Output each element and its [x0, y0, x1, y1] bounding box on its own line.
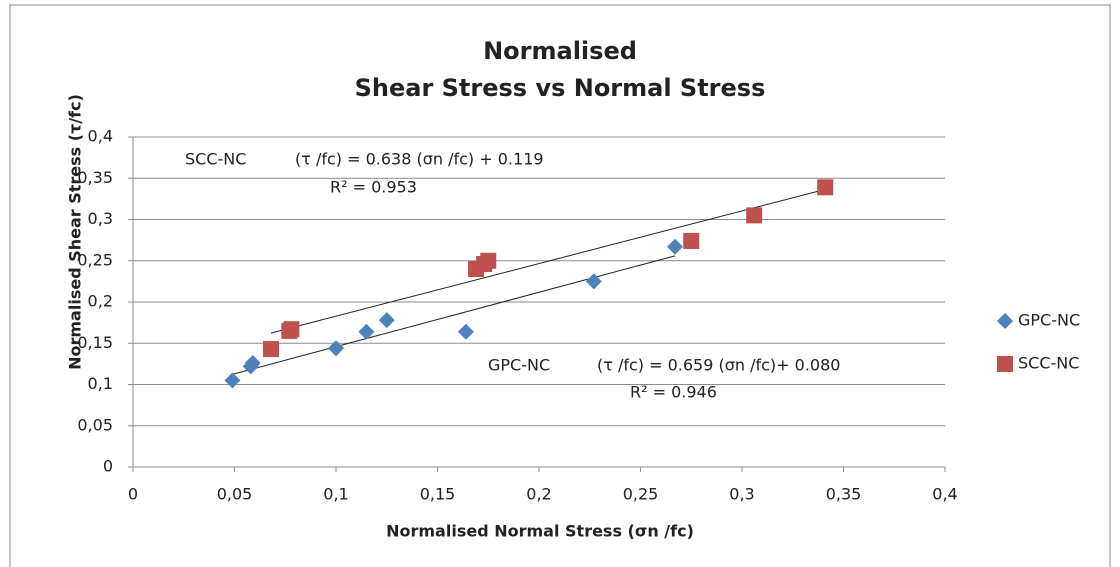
point	[224, 372, 241, 389]
point	[263, 341, 280, 358]
annotation: R² = 0.946	[630, 383, 717, 402]
x-tick-label: 0,15	[420, 485, 456, 504]
x-tick-label: 0,3	[729, 485, 754, 504]
chart-title: Normalised	[483, 37, 637, 65]
trend-line	[270, 188, 826, 334]
point	[817, 179, 834, 196]
point	[480, 252, 497, 269]
legend-label: SCC-NC	[1018, 354, 1079, 373]
point	[328, 340, 344, 357]
annotation: GPC-NC	[488, 356, 550, 375]
x-tick-label: 0,05	[217, 485, 253, 504]
annotation: (τ /fc) = 0.659 (σn /fc)+ 0.080	[597, 356, 840, 375]
x-tick-label: 0	[128, 485, 138, 504]
point	[667, 238, 684, 255]
point	[683, 232, 700, 249]
y-tick-label: 0,05	[77, 415, 113, 434]
annotation: SCC-NC	[185, 150, 246, 169]
legend-marker	[997, 356, 1013, 372]
y-tick-label: 0	[103, 457, 113, 476]
y-axis-title: Normalised Shear Stress (τ/fc)	[66, 94, 85, 370]
legend-marker	[997, 313, 1013, 329]
point	[283, 321, 300, 338]
y-tick-label: 0,15	[77, 333, 113, 352]
point	[457, 323, 474, 340]
annotation: (τ /fc) = 0.638 (σn /fc) + 0.119	[295, 150, 544, 169]
x-tick-label: 0,2	[526, 485, 551, 504]
chart-title: Shear Stress vs Normal Stress	[355, 74, 766, 102]
y-tick-label: 0,4	[88, 127, 113, 146]
chart-frame	[9, 4, 1111, 567]
point	[358, 323, 375, 340]
y-tick-label: 0,25	[77, 250, 113, 269]
point	[585, 273, 602, 290]
x-tick-label: 0,25	[623, 485, 659, 504]
legend-label: GPC-NC	[1018, 311, 1080, 330]
trend-line	[232, 255, 676, 375]
y-tick-label: 0,3	[88, 209, 113, 228]
point	[378, 312, 395, 329]
y-tick-label: 0,35	[77, 168, 113, 187]
x-tick-label: 0,1	[323, 485, 348, 504]
point	[244, 355, 261, 372]
x-axis-title: Normalised Normal Stress (σn /fc)	[386, 522, 694, 541]
x-tick-label: 0,35	[826, 485, 862, 504]
y-tick-label: 0,1	[88, 374, 113, 393]
point	[746, 207, 763, 224]
x-tick-label: 0,4	[932, 485, 957, 504]
annotation: R² = 0.953	[330, 178, 417, 197]
y-tick-label: 0,2	[88, 292, 113, 311]
